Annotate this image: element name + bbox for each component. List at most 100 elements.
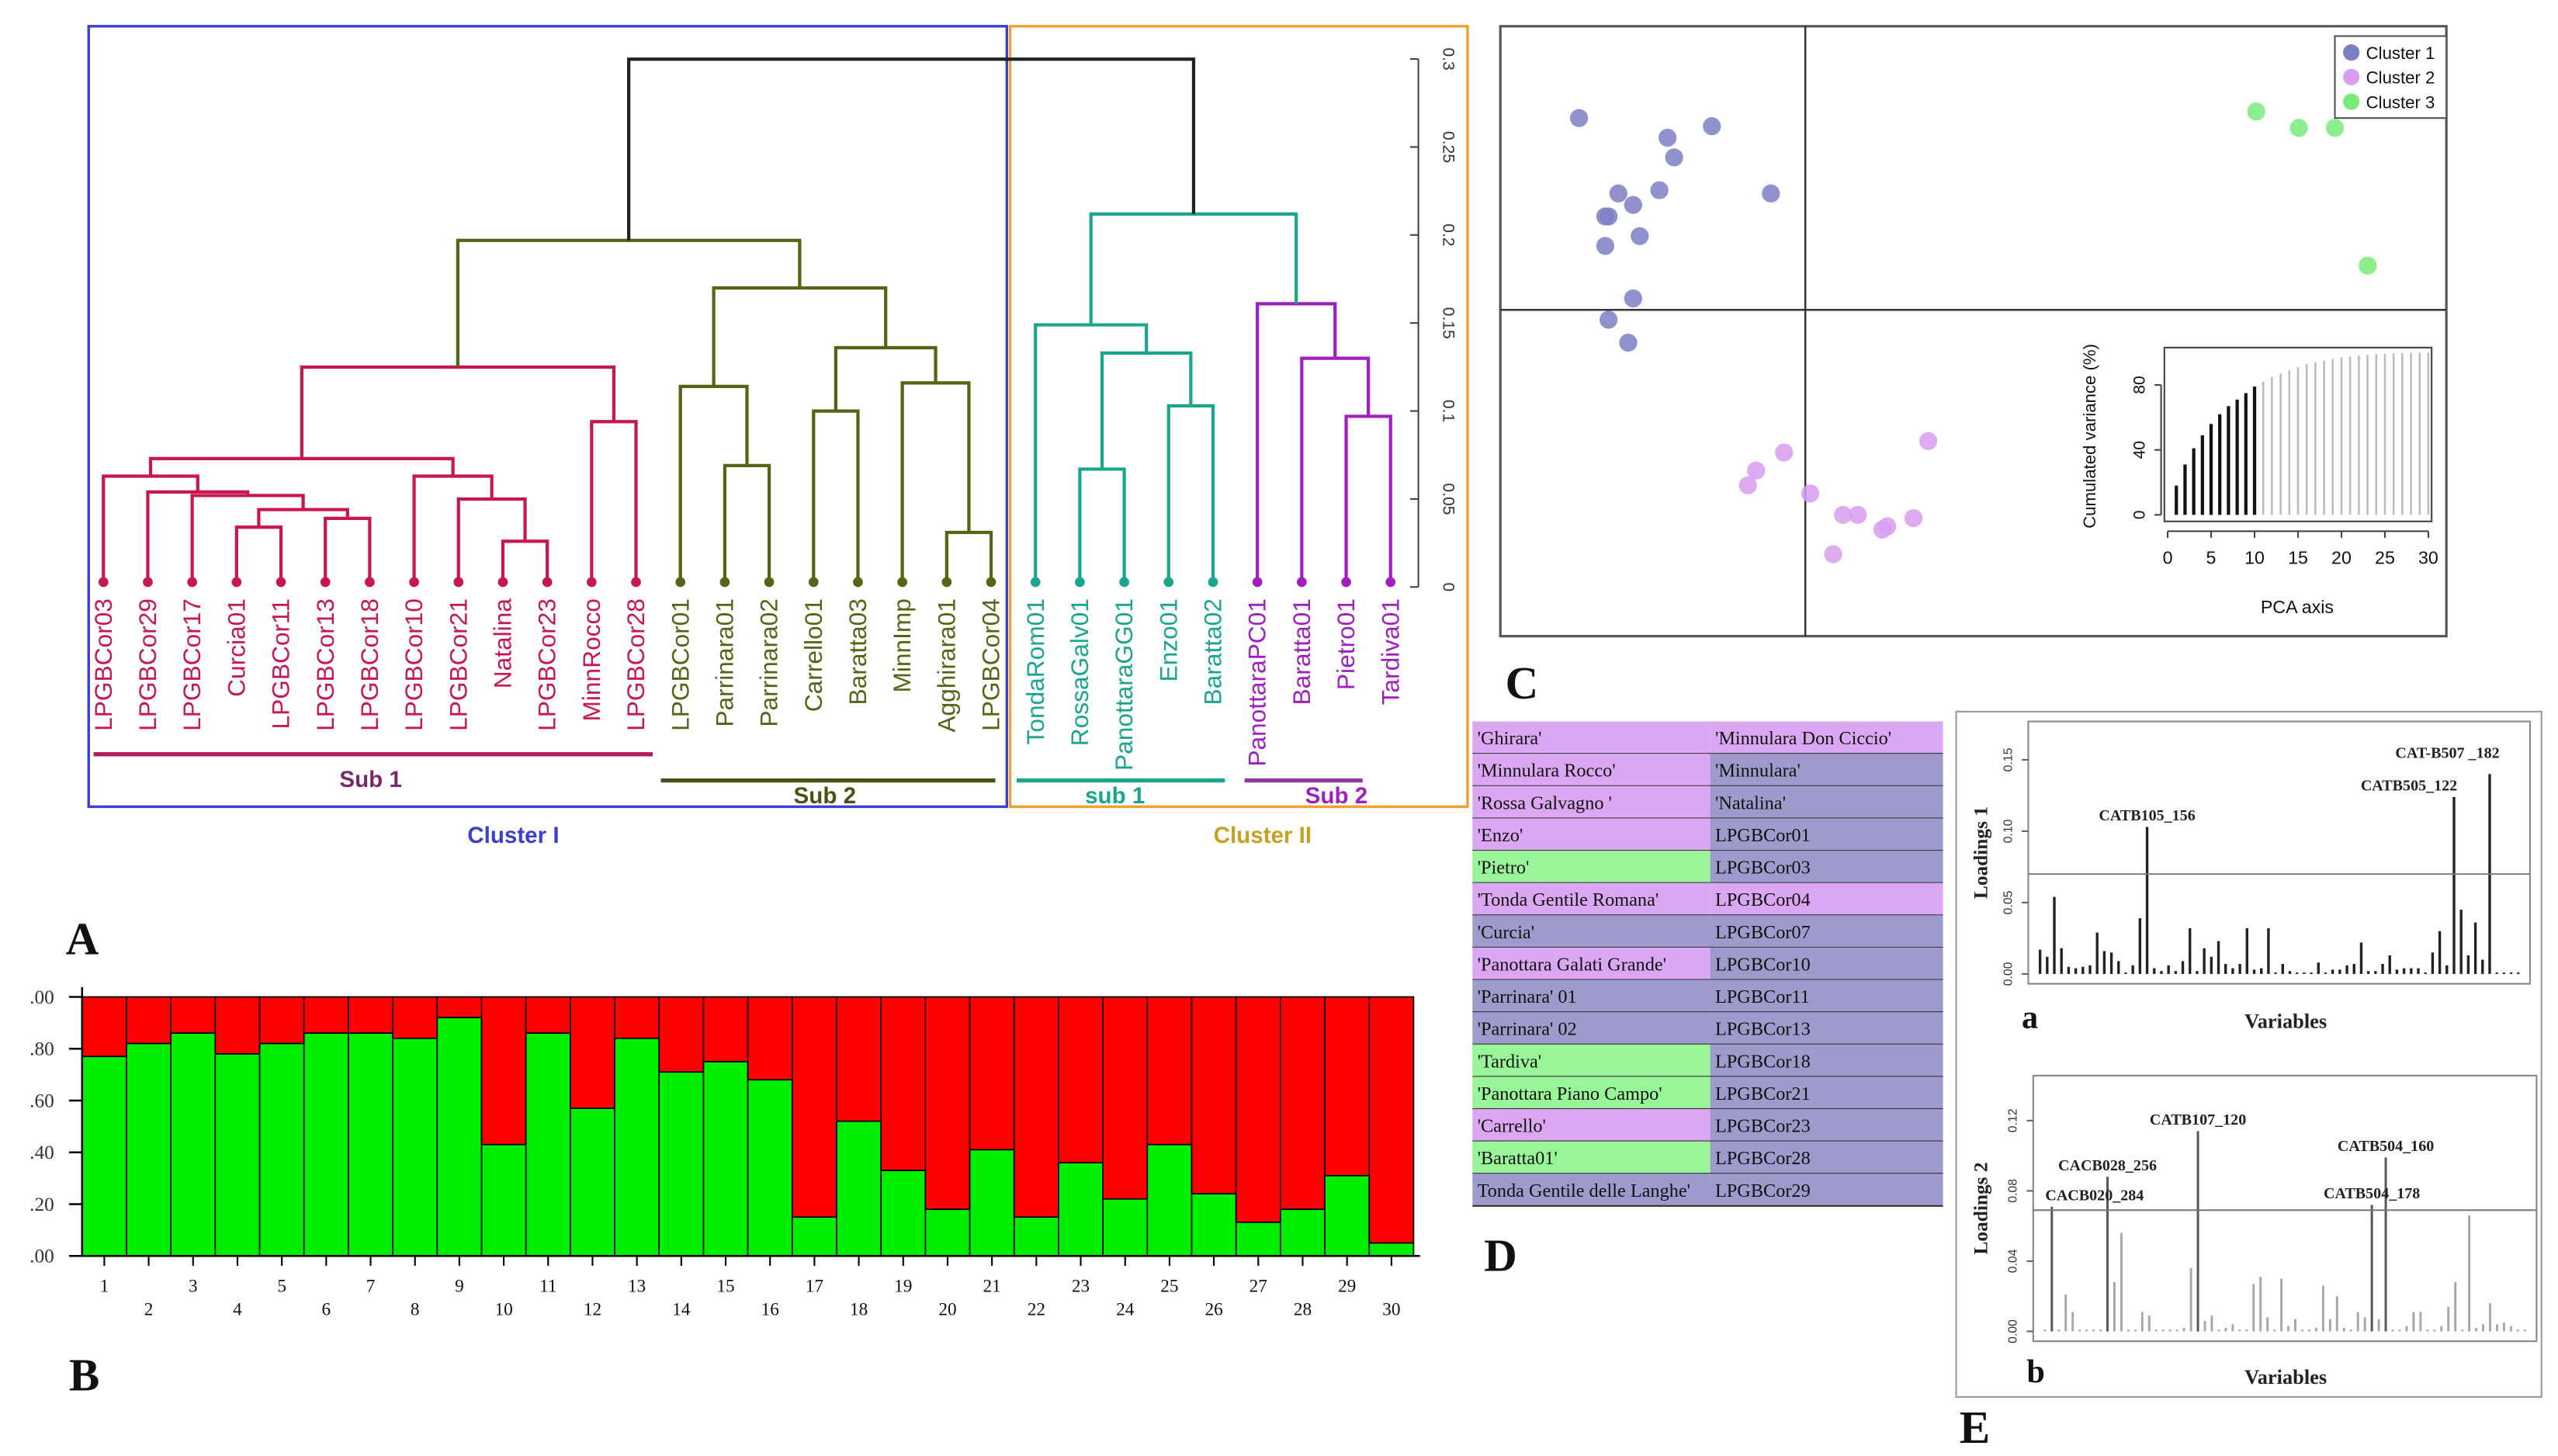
dendrogram-link [148, 456, 455, 477]
leaf-label: LPGBCor21 [444, 598, 472, 731]
leaf-label: LPGBCor13 [311, 598, 339, 731]
table-cell-right [1710, 818, 1943, 851]
leaf-node [897, 577, 907, 588]
table-row: 'Panottara Galati Grande' LPGBCor10 [1472, 947, 1943, 981]
x-tick-label: 14 [672, 1299, 691, 1319]
variety-name: 'Pietro' [1478, 858, 1530, 879]
table-cell-right [1710, 785, 1943, 819]
x-tick-label: 27 [1250, 1277, 1267, 1297]
marker-annotation: CATB105_156 [2099, 807, 2195, 824]
table-row: 'Rossa Galvagno ' 'Natalina' [1472, 785, 1943, 820]
bar-green-segment [614, 1038, 660, 1257]
dendrogram-link [456, 238, 802, 367]
x-tick-label: 21 [983, 1277, 1001, 1297]
leaf-label: Baratta01 [1288, 598, 1315, 705]
variety-name: 'Parrinara' 02 [1478, 1019, 1577, 1040]
bar-red-segment [1102, 996, 1149, 1200]
accession-code: LPGBCor10 [1715, 954, 1811, 975]
cluster-1-label: Cluster I [467, 823, 559, 848]
marker-annotation: CATB504_160 [2338, 1138, 2434, 1155]
marker-annotation: CATB504_178 [2324, 1185, 2420, 1202]
bar-green-segment [836, 1120, 882, 1257]
bar-red-segment [1191, 996, 1237, 1194]
bar-green-segment [880, 1170, 927, 1257]
panel-b-structure-barplot: 1234567891011121314151617181920212223242… [29, 986, 1420, 1319]
dendrogram-link [590, 420, 638, 582]
inset-y-axis-label: Cumulated variance (%) [2080, 344, 2099, 529]
variety-name: 'Tardiva' [1478, 1051, 1542, 1072]
bar-green-segment [924, 1208, 971, 1257]
axis-tick-label: 0 [1439, 582, 1457, 591]
x-tick-label: 22 [1028, 1299, 1045, 1319]
scatter-point [1650, 181, 1669, 199]
leaf-node [1075, 577, 1085, 588]
accession-code: LPGBCor03 [1715, 858, 1811, 879]
table-row: 'Curcia' LPGBCor07 [1472, 915, 1943, 948]
leaf-node [675, 577, 686, 588]
x-tick-label: 15 [716, 1277, 734, 1297]
bar-green-segment [1280, 1208, 1326, 1257]
x-tick-label: 8 [411, 1299, 420, 1319]
bar-green-segment [81, 1056, 127, 1257]
leaf-node [586, 577, 597, 588]
leaf-label: Parrinara01 [710, 598, 738, 727]
bar-green-segment [658, 1071, 705, 1257]
leaf-node [1163, 577, 1174, 588]
table-cell-left [1472, 1012, 1711, 1045]
accession-code: LPGBCor28 [1715, 1148, 1811, 1169]
scatter-point [1631, 227, 1649, 245]
dendrogram-link [945, 530, 993, 582]
scatter-point [2359, 256, 2377, 275]
accession-code: LPGBCor04 [1715, 889, 1811, 910]
table-cell-left [1472, 915, 1711, 948]
panel-letter-c: C [1506, 657, 1539, 709]
leaf-label: LPGBCor01 [666, 598, 694, 731]
plot-frame [2032, 1074, 2538, 1343]
bar-red-segment [702, 996, 749, 1063]
dendrogram-link [812, 409, 860, 582]
bar-green-segment [1235, 1222, 1281, 1257]
marker-annotation: CACB020_284 [2045, 1187, 2144, 1204]
table-cell-right [1710, 754, 1943, 786]
variety-name: 'Rossa Galvagno ' [1478, 792, 1612, 813]
legend-marker [2343, 93, 2360, 110]
scatter-point [1624, 289, 1642, 308]
x-tick-label: 13 [628, 1277, 646, 1297]
bar-red-segment [1280, 996, 1326, 1211]
subpanel-label: b [2026, 1354, 2045, 1390]
leaf-label: PanottaraGG01 [1110, 598, 1138, 771]
table-row: 'Carrello' LPGBCor23 [1472, 1108, 1943, 1142]
inset-x-tick-label: 20 [2331, 548, 2352, 568]
table-cell-right [1710, 882, 1943, 916]
table-cell-right [1710, 1173, 1943, 1206]
x-tick-label: 2 [144, 1299, 154, 1319]
y-tick-label: 0.12 [2007, 1108, 2020, 1132]
dendrogram-link [723, 463, 771, 582]
bar-green-segment [170, 1032, 217, 1257]
dendrogram-link [627, 57, 1196, 241]
bar-green-segment [214, 1053, 261, 1257]
y-tick-label: .40 [29, 1142, 54, 1163]
dendrogram-link [712, 286, 888, 387]
x-tick-label: 18 [850, 1299, 868, 1319]
variety-name: 'Tonda Gentile Romana' [1478, 889, 1659, 910]
marker-annotation: CAT-B507 _182 [2395, 744, 2499, 761]
leaf-label: LPGBCor03 [89, 598, 117, 731]
loadings-plot-a: CATB105_156 CATB505_122 CAT-B507 _182 0.00 0… [1970, 720, 2531, 1036]
leaf-label: Tardiva01 [1376, 598, 1404, 705]
bar-green-segment [392, 1038, 438, 1257]
table-row: 'Panottara Piano Campo' LPGBCor21 [1472, 1076, 1943, 1111]
variety-name: 'Baratta01' [1478, 1148, 1558, 1169]
leaf-label: LPGBCor04 [977, 598, 1005, 731]
y-tick-label: 0.00 [2002, 962, 2015, 986]
plot-frame [2027, 720, 2531, 985]
bar-red-segment [81, 996, 127, 1058]
bar-red-segment [747, 996, 793, 1081]
marker-annotation: CATB107_120 [2150, 1111, 2246, 1128]
leaf-node [631, 577, 641, 588]
leaf-label: TondaRom01 [1021, 598, 1049, 744]
bar-green-segment [1191, 1193, 1237, 1257]
leaf-node [1252, 577, 1263, 588]
bar-red-segment [614, 996, 660, 1039]
